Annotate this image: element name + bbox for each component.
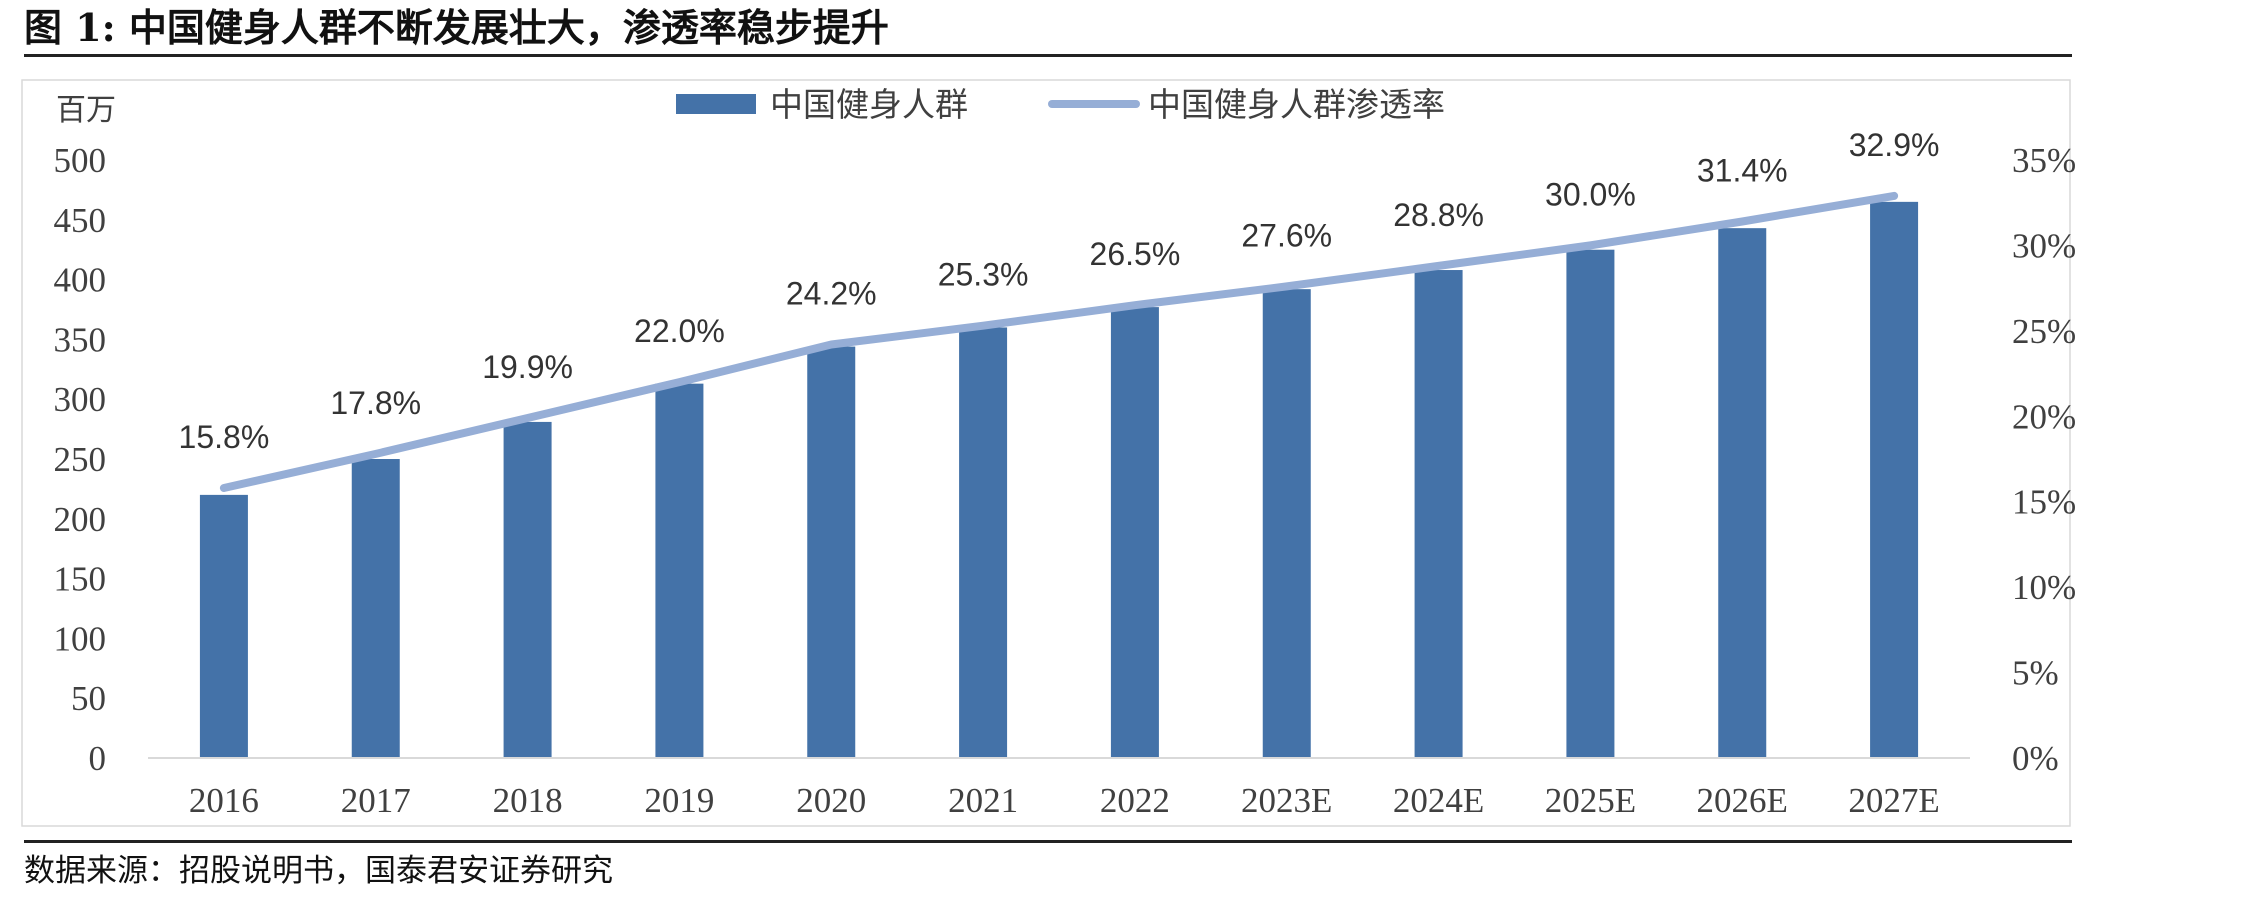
right-axis-tick-label: 15% [2012,483,2076,522]
rate-data-label-2027E: 32.9% [1849,127,1940,163]
x-axis-tick-label: 2024E [1393,781,1484,820]
left-axis-tick-label: 50 [71,679,106,718]
left-axis: 百万 0 50 100 150 200 250 300 350 400 450 500 [54,93,117,778]
rate-data-label-2019: 22.0% [634,313,725,349]
x-axis-tick-label: 2027E [1848,781,1939,820]
left-axis-tick-label: 450 [54,201,107,240]
rate-data-label-2024E: 28.8% [1393,197,1484,233]
source-rule [24,840,2072,843]
x-axis-tick-label: 2020 [796,781,866,820]
right-axis: 0% 5% 10% 15% 20% 25% 30% 35% [2012,141,2076,778]
right-axis-tick-label: 0% [2012,739,2059,778]
x-axis-tick-label: 2018 [493,781,563,820]
x-axis-tick-label: 2022 [1100,781,1170,820]
bar-2018 [503,421,552,758]
x-axis-tick-label: 2023E [1241,781,1332,820]
left-axis-tick-label: 500 [54,141,107,180]
bar-2019 [655,383,704,758]
x-axis-tick-label: 2026E [1697,781,1788,820]
chart-area-border [21,79,2071,827]
right-axis-tick-label: 5% [2012,654,2059,693]
rate-data-label-2022: 26.5% [1090,236,1181,272]
chart: 百万 0 50 100 150 200 250 300 350 400 450 500 0% 5% 10%… [21,79,2076,827]
legend: 中国健身人群 中国健身人群渗透率 [676,85,1445,124]
rate-data-label-2018: 19.9% [482,349,573,385]
bar-2024E [1414,270,1463,758]
left-axis-tick-label: 100 [54,619,107,658]
left-axis-tick-label: 400 [54,261,107,300]
left-axis-tick-label: 150 [54,560,107,599]
left-axis-tick-label: 0 [89,739,107,778]
right-axis-tick-label: 35% [2012,141,2076,180]
x-axis-tick-label: 2016 [189,781,259,820]
bar-2027E [1870,201,1919,759]
bar-series [148,201,1970,759]
rate-data-label-2020: 24.2% [786,276,877,312]
rate-data-label-2021: 25.3% [938,257,1029,293]
right-axis-tick-label: 25% [2012,312,2076,351]
bar-2016 [199,494,248,758]
line-series: 15.8% 17.8% 19.9% 22.0% 24.2% 25.3% 26.5% 27.6%… [179,127,1940,492]
legend-label-line: 中国健身人群渗透率 [1148,85,1445,124]
source-note: 数据来源：招股说明书，国泰君安证券研究 [24,853,613,889]
legend-swatch-bar [676,94,756,114]
right-axis-tick-label: 30% [2012,226,2076,265]
bar-2021 [959,327,1008,758]
x-axis-tick-label: 2017 [341,781,411,820]
x-axis-tick-label: 2019 [644,781,714,820]
chart-frame [21,79,2071,827]
x-axis-tick-label: 2025E [1545,781,1636,820]
right-axis-tick-label: 20% [2012,397,2076,436]
legend-label-bar: 中国健身人群 [770,85,968,124]
bar-2025E [1566,249,1615,758]
bar-2026E [1718,228,1767,758]
x-axis-tick-label: 2021 [948,781,1018,820]
bar-2020 [807,346,856,758]
left-axis-tick-label: 350 [54,320,107,359]
left-axis-tick-label: 300 [54,380,107,419]
x-axis: 2016 2017 2018 2019 2020 2021 2022 2023E 2024E 20… [189,781,1940,820]
rate-data-label-2016: 15.8% [179,419,270,455]
rate-data-label-2023E: 27.6% [1241,217,1332,253]
figure-title: 图 1: 中国健身人群不断发展壮大，渗透率稳步提升 [24,5,889,50]
rate-data-label-2017: 17.8% [330,385,421,421]
bar-2023E [1262,289,1311,758]
left-axis-unit: 百万 [56,93,116,128]
rate-data-label-2026E: 31.4% [1697,153,1788,189]
right-axis-tick-label: 10% [2012,568,2076,607]
left-axis-tick-label: 200 [54,500,107,539]
left-axis-tick-label: 250 [54,440,107,479]
rate-data-label-2025E: 30.0% [1545,176,1636,212]
title-rule [24,54,2072,57]
penetration-rate-line [219,191,1899,492]
bar-2022 [1110,307,1159,758]
bar-2017 [351,459,400,758]
